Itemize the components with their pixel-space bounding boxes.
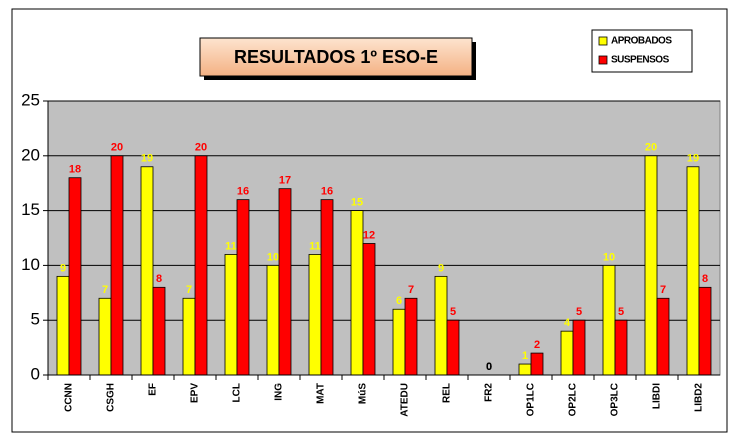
- bar: [518, 363, 532, 376]
- bar: [698, 286, 712, 376]
- bar: [182, 297, 196, 376]
- data-label: 11: [309, 240, 321, 252]
- x-tick-label: EF: [148, 383, 159, 396]
- bar: [686, 166, 700, 376]
- bar: [350, 210, 364, 376]
- bar: [446, 319, 460, 376]
- bar: [602, 264, 616, 376]
- legend-swatch: [598, 55, 608, 65]
- title-box: [199, 37, 473, 77]
- data-label: 10: [267, 251, 279, 263]
- bar: [644, 155, 658, 376]
- bar: [560, 330, 574, 376]
- bar: [56, 275, 70, 376]
- bar: [194, 155, 208, 376]
- x-tick-label: LCL: [232, 383, 243, 402]
- data-label: 4: [564, 317, 571, 329]
- data-label: 0: [486, 361, 492, 373]
- x-tick-label: CCNN: [64, 383, 75, 412]
- data-label: 7: [408, 284, 414, 296]
- data-label: 9: [438, 262, 444, 274]
- bar: [308, 254, 322, 376]
- legend-box: [591, 29, 693, 73]
- x-tick-label: LIBD2: [694, 383, 705, 412]
- x-tick-label: OP3LC: [610, 383, 621, 416]
- data-label: 20: [111, 142, 123, 154]
- y-tick-label: 5: [31, 310, 40, 329]
- y-tick-label: 25: [21, 90, 40, 109]
- bar: [434, 275, 448, 376]
- bar: [140, 166, 154, 376]
- bar: [392, 308, 406, 376]
- chart-title: RESULTADOS 1º ESO-E: [234, 47, 438, 67]
- x-tick-label: REL: [442, 383, 453, 403]
- data-label: 16: [237, 186, 249, 198]
- data-label: 20: [195, 142, 207, 154]
- x-tick-label: LIBDI: [652, 383, 663, 409]
- bar: [362, 243, 376, 376]
- data-label: 7: [102, 284, 108, 296]
- data-label: 5: [576, 306, 582, 318]
- bar: [530, 352, 544, 376]
- data-label: 18: [69, 164, 81, 176]
- x-tick-label: EPV: [190, 383, 201, 403]
- data-label: 20: [645, 142, 657, 154]
- data-label: 19: [141, 153, 153, 165]
- data-label: 0: [486, 361, 492, 373]
- data-label: 17: [279, 175, 291, 187]
- data-label: 6: [396, 295, 402, 307]
- bar: [404, 297, 418, 376]
- data-label: 15: [351, 197, 363, 209]
- data-label: 8: [702, 273, 708, 285]
- x-tick-label: CSGH: [106, 383, 117, 412]
- bar: [68, 177, 82, 376]
- data-label: 16: [321, 186, 333, 198]
- data-label: 1: [522, 350, 528, 362]
- x-tick-label: FR2: [484, 383, 495, 402]
- bar: [110, 155, 124, 376]
- bar: [236, 199, 250, 376]
- x-tick-label: MúS: [358, 383, 369, 404]
- data-label: 10: [603, 251, 615, 263]
- legend-label: SUSPENSOS: [611, 55, 670, 66]
- x-tick-label: ATEDU: [400, 383, 411, 417]
- bar: [656, 297, 670, 376]
- data-label: 5: [450, 306, 456, 318]
- data-label: 9: [60, 262, 66, 274]
- y-tick-label: 0: [31, 364, 40, 383]
- data-label: 7: [186, 284, 192, 296]
- legend-swatch: [598, 36, 608, 46]
- data-label: 5: [618, 306, 624, 318]
- bar: [98, 297, 112, 376]
- x-tick-label: OP1LC: [526, 383, 537, 416]
- bar: [320, 199, 334, 376]
- data-label: 2: [534, 339, 540, 351]
- legend-label: APROBADOS: [611, 36, 672, 47]
- y-tick-label: 10: [21, 255, 40, 274]
- data-label: 11: [225, 240, 237, 252]
- y-tick-label: 15: [21, 200, 40, 219]
- bar: [614, 319, 628, 376]
- x-tick-label: OP2LC: [568, 383, 579, 416]
- bar: [224, 254, 238, 376]
- bar: [572, 319, 586, 376]
- data-label: 8: [156, 273, 162, 285]
- y-tick-label: 20: [21, 145, 40, 164]
- data-label: 7: [660, 284, 666, 296]
- bar: [266, 264, 280, 376]
- x-tick-label: ING: [274, 383, 285, 401]
- bar: [152, 286, 166, 376]
- bar: [278, 188, 292, 376]
- data-label: 12: [363, 229, 375, 241]
- data-label: 19: [687, 153, 699, 165]
- x-tick-label: MAT: [316, 383, 327, 404]
